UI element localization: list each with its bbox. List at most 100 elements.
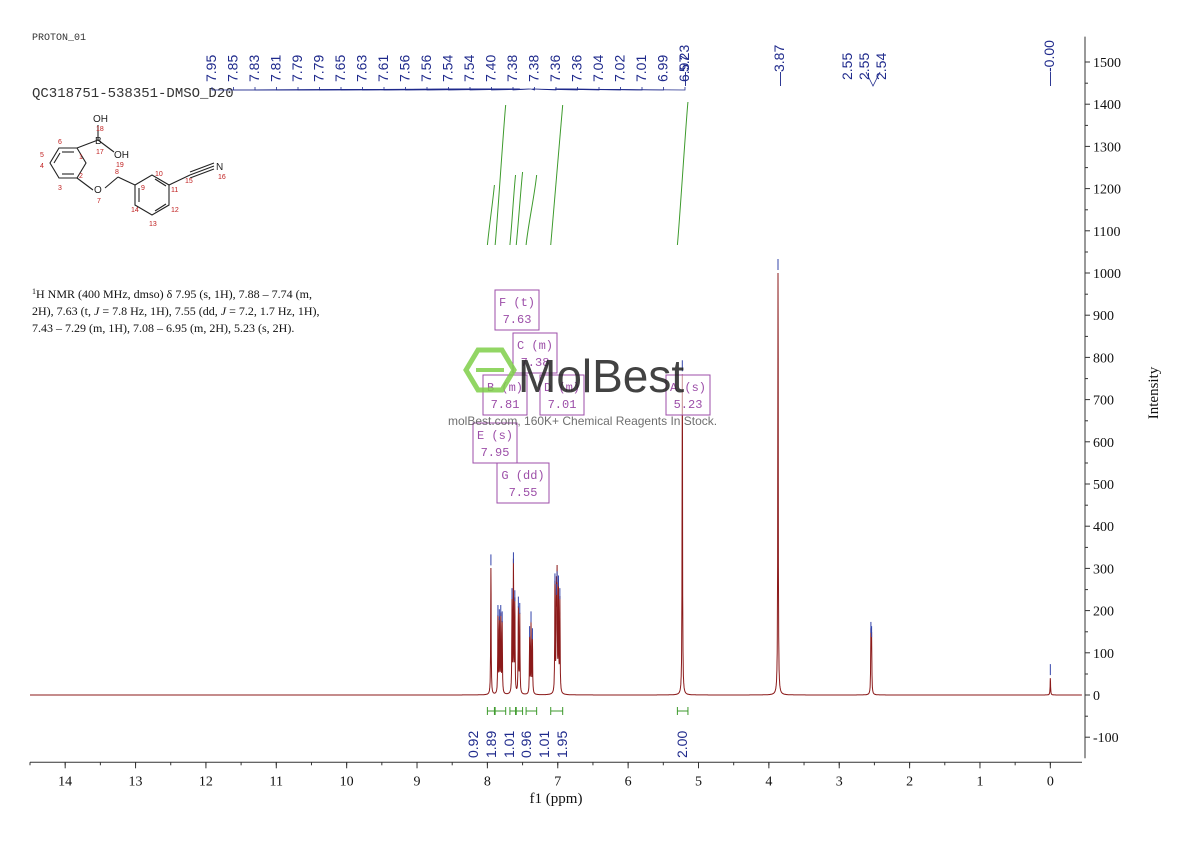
x-tick-label: 8	[484, 774, 491, 789]
peak-label: 7.65	[332, 55, 348, 82]
peak-label: 7.54	[440, 55, 456, 82]
multiplet-box-frame	[496, 462, 550, 504]
atom-index: 13	[149, 221, 157, 228]
integral-label: 1.01	[536, 731, 552, 758]
atom-index: 5	[40, 152, 44, 159]
multiplet-title: E (s)	[477, 429, 513, 443]
integral-curve	[494, 104, 507, 246]
multiplet-box-frame	[494, 289, 540, 331]
y-tick-label: 700	[1093, 394, 1114, 409]
y-tick-label: 1400	[1093, 98, 1121, 113]
nmr-line-3: 7.43 – 7.29 (m, 1H), 7.08 – 6.95 (m, 2H)…	[32, 321, 294, 335]
peak-label: 7.83	[246, 55, 262, 82]
integral-curve	[525, 174, 538, 246]
peak-label: 7.81	[268, 55, 284, 82]
multiplet-shift: 7.01	[548, 398, 577, 412]
multiplet-title: A (s)	[670, 381, 706, 395]
atom-index: 12	[171, 207, 179, 214]
atom-index: 17	[96, 149, 104, 156]
x-tick-label: 13	[129, 774, 143, 789]
multiplet-title: F (t)	[499, 296, 535, 310]
multiplet-title: C (m)	[517, 339, 553, 353]
atom-index: 7	[97, 198, 101, 205]
y-tick-label: 500	[1093, 478, 1114, 493]
y-tick-label: 1000	[1093, 267, 1121, 282]
x-tick-label: 7	[554, 774, 561, 789]
x-tick-label: 0	[1047, 774, 1054, 789]
watermark-logo-icon	[463, 347, 517, 393]
sample-id: QC318751-538351-DMSO_D20	[32, 86, 234, 102]
watermark: MolBest molBest.com, 160K+ Chemical Reag…	[448, 347, 717, 428]
y-tick-label: 0	[1093, 689, 1100, 704]
peak-label: 7.38	[526, 55, 542, 82]
multiplet-shift: 7.95	[481, 446, 510, 460]
x-tick-label: 2	[906, 774, 913, 789]
peak-label: 2.54	[873, 53, 889, 80]
y-tick-label: 100	[1093, 647, 1114, 662]
peak-label: 7.79	[311, 55, 327, 82]
peak-label: —5.23	[676, 45, 692, 86]
multiplet-box: G (dd) 7.55	[496, 462, 550, 504]
x-tick-label: 4	[765, 774, 772, 789]
integral-curve	[550, 104, 564, 246]
atom-index: 6	[58, 139, 62, 146]
watermark-brand: MolBest	[518, 350, 684, 402]
atom-b: B	[95, 136, 102, 147]
y-tick-label: 1500	[1093, 56, 1121, 71]
y-tick-label: 1100	[1093, 225, 1120, 240]
nmr-line-2: 2H), 7.63 (t, J = 7.8 Hz, 1H), 7.55 (dd,…	[32, 304, 320, 318]
atom-oh-right: OH	[114, 150, 129, 161]
y-tick-label: 800	[1093, 351, 1114, 366]
atom-n: N	[216, 162, 223, 173]
peak-label: —-0.00	[1041, 40, 1057, 86]
integral-label: 1.89	[483, 731, 499, 758]
peak-leader	[530, 87, 535, 91]
peak-label: 7.95	[203, 55, 219, 82]
multiplet-box: D (m) 7.01	[539, 374, 585, 416]
multiplet-boxes: F (t)7.63C (m)7.38B (m)7.81D (m)7.01A (s…	[472, 289, 711, 504]
peak-leader	[512, 87, 532, 91]
peak-leader	[865, 71, 881, 87]
multiplet-box: F (t) 7.63	[494, 289, 540, 331]
multiplet-box: A (s) 5.23	[665, 374, 711, 416]
peak-leader	[491, 87, 530, 91]
x-tick-label: 11	[270, 774, 283, 789]
peak-label: 7.36	[547, 55, 563, 82]
peak-label: 7.56	[397, 55, 413, 82]
structure-labels: OH 18 B 17 OH 19 O 7 8 9 10 11 12 13 14 …	[40, 114, 226, 228]
peak-label: 7.79	[289, 55, 305, 82]
spectrum	[30, 259, 1082, 696]
integral-curve	[515, 171, 524, 246]
integral-curve	[509, 174, 517, 246]
peak-label: 7.40	[483, 55, 499, 82]
peak-label: 2.55	[856, 53, 872, 80]
y-tick-label: 1200	[1093, 183, 1121, 198]
axes: -100010020030040050060070080090010001100…	[29, 36, 1121, 789]
proton-label: PROTON_01	[32, 33, 86, 44]
integral-curve	[486, 184, 495, 246]
multiplet-shift: 7.55	[509, 486, 538, 500]
y-tick-label: 300	[1093, 562, 1114, 577]
integral-label: 1.95	[554, 731, 570, 758]
nmr-line-1: 1H NMR (400 MHz, dmso) δ 7.95 (s, 1H), 7…	[32, 287, 312, 301]
multiplet-box-frame	[665, 374, 711, 416]
atom-index: 15	[185, 178, 193, 185]
atom-index: 2	[79, 173, 83, 180]
peak-leader	[532, 87, 578, 91]
atom-oh-top: OH	[93, 114, 108, 125]
x-tick-label: 10	[340, 774, 354, 789]
atom-index: 4	[40, 163, 44, 170]
peak-leader	[559, 87, 686, 91]
multiplet-shift: 7.81	[491, 398, 520, 412]
integral-curve	[676, 101, 689, 246]
chemical-structure	[49, 125, 215, 216]
multiplet-shift: 7.63	[503, 313, 532, 327]
atom-index: 9	[141, 185, 145, 192]
y-tick-label: -100	[1093, 731, 1119, 746]
atom-index: 19	[116, 162, 124, 169]
integrals: 0.92 1.89 1.01 0.96 1.01 1.95 2.00	[465, 101, 690, 758]
x-tick-label: 9	[414, 774, 421, 789]
y-tick-label: 400	[1093, 520, 1114, 535]
atom-index: 10	[155, 171, 163, 178]
